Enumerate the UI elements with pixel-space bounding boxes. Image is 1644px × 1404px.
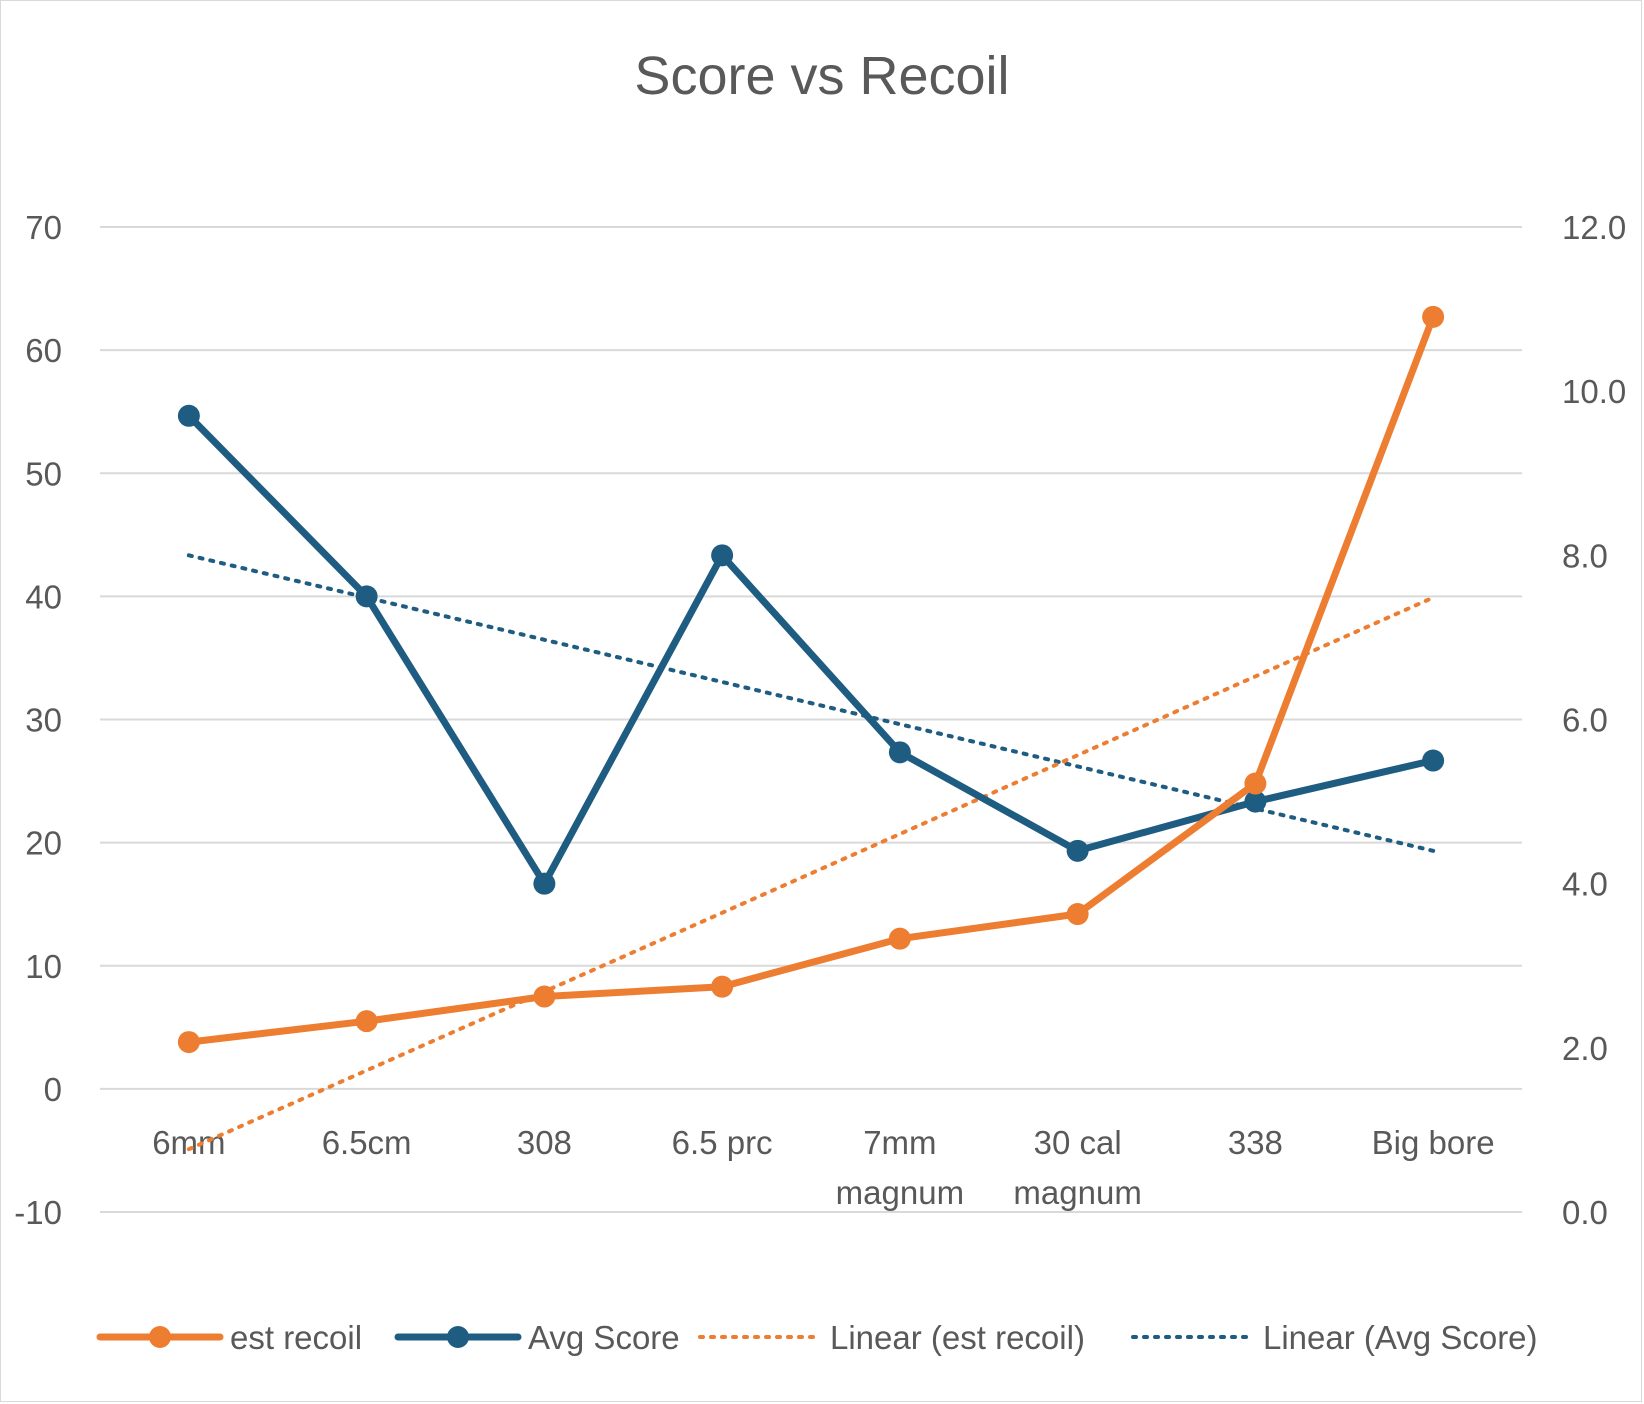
data-point-est-recoil (1066, 903, 1089, 926)
data-point-avg-score (177, 404, 200, 427)
left-tick-label: 30 (25, 702, 62, 739)
x-tick-label: 6.5 prc (672, 1124, 773, 1161)
legend-label-est-recoil: est recoil (230, 1319, 362, 1356)
trendline-linear-est-recoil (186, 595, 1436, 1152)
right-tick-label: 0.0 (1562, 1194, 1608, 1231)
x-tick-label: 338 (1228, 1124, 1283, 1161)
right-axis-ticks: 0.0 2.0 4.0 6.0 8.0 10.0 12.0 (1562, 209, 1626, 1231)
gridlines (100, 226, 1522, 1213)
right-tick-label: 12.0 (1562, 209, 1626, 246)
x-tick-label: 6.5cm (322, 1124, 412, 1161)
left-tick-label: 20 (25, 825, 62, 862)
x-axis-ticks: 6mm 6.5cm 308 6.5 prc 7mm magnum 30 cal magnum 3… (152, 1124, 1494, 1211)
data-point-avg-score (711, 544, 734, 567)
right-tick-label: 2.0 (1562, 1030, 1608, 1067)
legend-marker-est-recoil (149, 1326, 171, 1348)
left-tick-label: 60 (25, 332, 62, 369)
x-tick-label: 308 (517, 1124, 572, 1161)
data-point-est-recoil (1422, 305, 1445, 328)
x-tick-label: Big bore (1372, 1124, 1495, 1161)
left-tick-label: 70 (25, 209, 62, 246)
data-point-est-recoil (177, 1031, 200, 1054)
right-tick-label: 10.0 (1562, 373, 1626, 410)
legend-marker-avg-score (447, 1326, 469, 1348)
left-tick-label: 10 (25, 948, 62, 985)
left-tick-label: 40 (25, 578, 62, 615)
left-tick-label: -10 (14, 1194, 62, 1231)
legend: est recoil Avg Score Linear (est recoil) Li… (96, 1319, 1538, 1356)
x-tick-label: 6mm (152, 1124, 225, 1161)
x-tick-label: 30 cal (1034, 1124, 1122, 1161)
left-axis-ticks: -10 0 10 20 30 40 50 60 70 (14, 209, 62, 1231)
data-point-est-recoil (888, 927, 911, 950)
legend-label-linear-avg-score: Linear (Avg Score) (1263, 1319, 1538, 1356)
data-point-est-recoil (1244, 772, 1267, 795)
chart-title: Score vs Recoil (634, 46, 1009, 106)
x-tick-label: 7mm (863, 1124, 936, 1161)
data-point-avg-score (355, 585, 378, 608)
left-tick-label: 50 (25, 455, 62, 492)
x-tick-label: magnum (1013, 1174, 1141, 1211)
data-point-est-recoil (711, 975, 734, 998)
series-line-est-recoil (185, 313, 1437, 1046)
data-point-avg-score (1244, 790, 1267, 813)
right-tick-label: 8.0 (1562, 537, 1608, 574)
data-point-est-recoil (533, 985, 556, 1008)
legend-label-avg-score: Avg Score (528, 1319, 680, 1356)
right-tick-label: 4.0 (1562, 866, 1608, 903)
series-layer (177, 305, 1445, 1152)
left-tick-label: 0 (44, 1071, 62, 1108)
data-point-avg-score (1066, 839, 1089, 862)
data-point-avg-score (888, 741, 911, 764)
right-tick-label: 6.0 (1562, 702, 1608, 739)
x-tick-label: magnum (836, 1174, 964, 1211)
series-line-avg-score (185, 412, 1437, 888)
data-point-avg-score (1422, 749, 1445, 772)
data-point-avg-score (533, 872, 556, 895)
data-point-est-recoil (355, 1010, 378, 1033)
legend-label-linear-est-recoil: Linear (est recoil) (830, 1319, 1085, 1356)
